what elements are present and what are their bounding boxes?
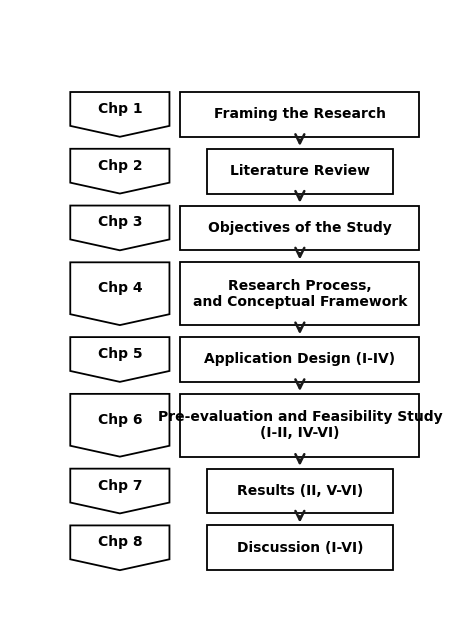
Text: Literature Review: Literature Review [230, 164, 370, 178]
Bar [181, 337, 419, 382]
Text: Chp 7: Chp 7 [98, 478, 142, 493]
Bar [181, 206, 419, 250]
Text: Chp 1: Chp 1 [98, 102, 142, 116]
Polygon shape [70, 394, 169, 457]
Text: Chp 6: Chp 6 [98, 413, 142, 427]
Polygon shape [70, 206, 169, 250]
Bar [181, 92, 419, 137]
Bar [207, 525, 393, 570]
Text: Research Process,
and Conceptual Framework: Research Process, and Conceptual Framewo… [192, 278, 407, 309]
Polygon shape [70, 149, 169, 194]
Text: Pre-evaluation and Feasibility Study
(I-II, IV-VI): Pre-evaluation and Feasibility Study (I-… [157, 410, 442, 440]
Text: Chp 3: Chp 3 [98, 215, 142, 230]
Polygon shape [70, 525, 169, 570]
Text: Chp 2: Chp 2 [98, 159, 142, 173]
Polygon shape [70, 92, 169, 137]
Bar [181, 262, 419, 325]
Text: Application Design (I-IV): Application Design (I-IV) [204, 352, 395, 367]
Text: Chp 5: Chp 5 [98, 347, 142, 361]
Text: Discussion (I-VI): Discussion (I-VI) [237, 541, 363, 555]
Text: Chp 8: Chp 8 [98, 536, 142, 549]
Polygon shape [70, 469, 169, 513]
Text: Objectives of the Study: Objectives of the Study [208, 221, 392, 235]
Text: Chp 4: Chp 4 [98, 281, 142, 295]
Bar [181, 394, 419, 457]
Polygon shape [70, 337, 169, 382]
Polygon shape [70, 262, 169, 325]
Bar [207, 469, 393, 513]
Bar [207, 149, 393, 194]
Text: Framing the Research: Framing the Research [214, 107, 386, 122]
Text: Results (II, V-VI): Results (II, V-VI) [237, 484, 363, 498]
